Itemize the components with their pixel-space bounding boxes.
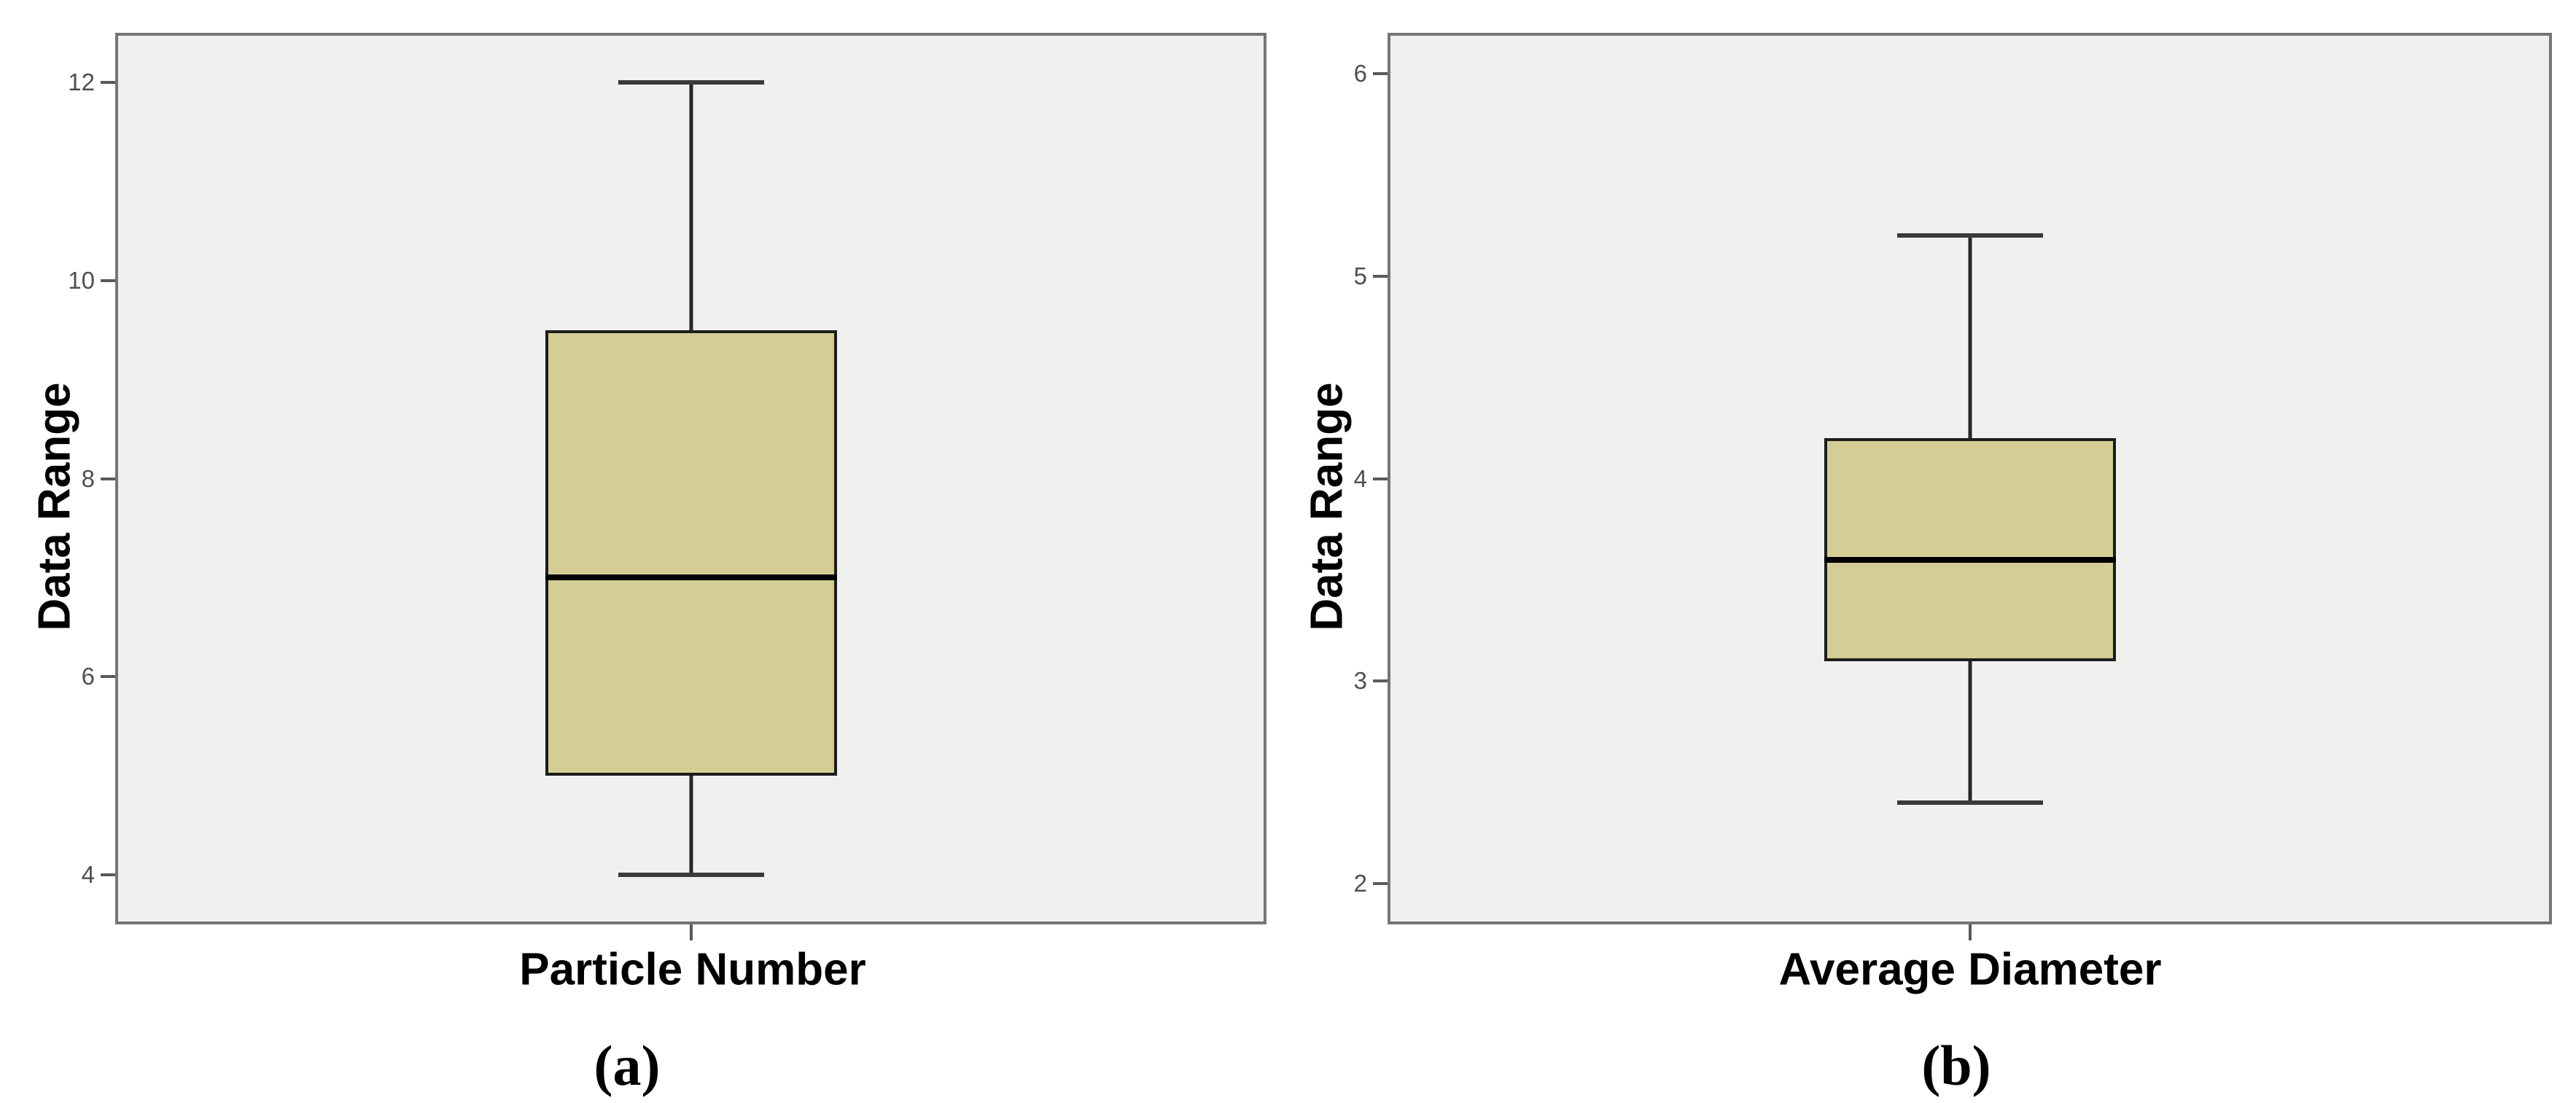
y-tick-mark-a <box>101 477 115 480</box>
y-tick-label-a: 12 <box>68 68 95 96</box>
lower-whisker-cap-b <box>1896 800 2043 806</box>
y-tick-mark-b <box>1373 679 1388 683</box>
y-tick-mark-b <box>1373 882 1388 886</box>
upper-whisker-stem-b <box>1968 235 1972 438</box>
y-tick-label-a: 6 <box>81 663 95 690</box>
x-tick-mark-b <box>1968 924 1972 940</box>
x-axis-title-b: Average Diameter <box>1778 944 2162 995</box>
upper-whisker-cap-b <box>1896 233 2043 238</box>
median-line-b <box>1824 556 2116 563</box>
y-tick-mark-b <box>1373 71 1388 75</box>
upper-whisker-cap-a <box>618 79 764 85</box>
x-tick-mark-a <box>689 924 693 940</box>
caption-a: (a) <box>594 1034 661 1097</box>
iqr-box-a <box>545 330 837 776</box>
y-tick-mark-a <box>101 873 115 877</box>
y-tick-label-b: 6 <box>1353 59 1367 87</box>
x-axis-title-a: Particle Number <box>519 944 866 995</box>
y-axis-title-b: Data Range <box>1301 382 1353 631</box>
lower-whisker-stem-b <box>1968 660 1972 803</box>
lower-whisker-stem-a <box>689 776 693 876</box>
y-tick-label-a: 4 <box>81 861 95 889</box>
median-line-a <box>545 574 837 581</box>
y-tick-label-b: 4 <box>1353 464 1367 492</box>
y-tick-label-a: 8 <box>81 464 95 492</box>
y-axis-title-a: Data Range <box>29 382 80 631</box>
lower-whisker-cap-a <box>618 873 764 878</box>
y-tick-label-b: 2 <box>1353 870 1367 897</box>
caption-b: (b) <box>1921 1034 1991 1097</box>
iqr-box-b <box>1824 437 2116 661</box>
y-tick-mark-a <box>101 278 115 282</box>
y-tick-mark-a <box>101 675 115 679</box>
y-tick-label-a: 10 <box>68 266 95 294</box>
y-tick-mark-b <box>1373 274 1388 278</box>
upper-whisker-stem-a <box>689 82 693 330</box>
y-tick-label-b: 5 <box>1353 262 1367 289</box>
y-tick-label-b: 3 <box>1353 667 1367 695</box>
y-tick-mark-a <box>101 80 115 84</box>
y-tick-mark-b <box>1373 477 1388 480</box>
